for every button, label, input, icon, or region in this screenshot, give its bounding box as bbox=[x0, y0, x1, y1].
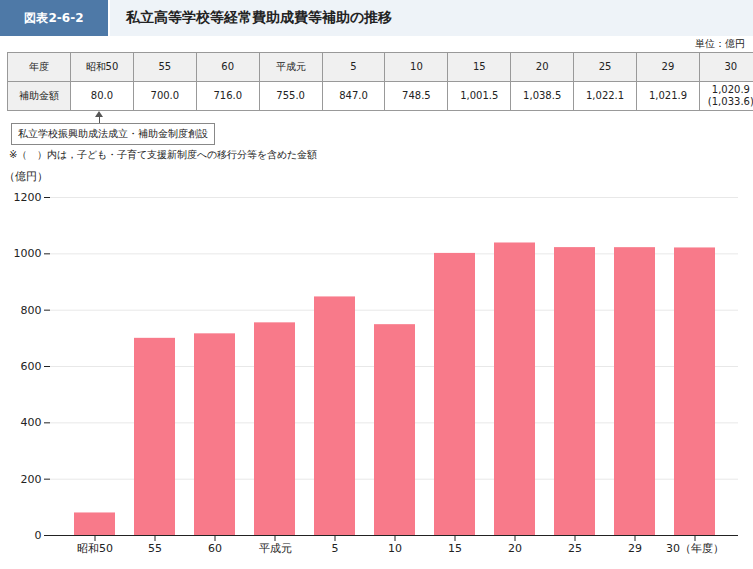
svg-text:400: 400 bbox=[21, 416, 42, 429]
html-text:1,001.5: 1,001.5 bbox=[460, 90, 499, 101]
svg-text:（億円）: （億円） bbox=[4, 170, 48, 183]
html-text:1,021.9: 1,021.9 bbox=[648, 90, 687, 101]
svg-text:25: 25 bbox=[568, 542, 582, 555]
html-text:748.5: 748.5 bbox=[402, 90, 431, 101]
html-text:80.0: 80.0 bbox=[90, 90, 114, 101]
svg-text:5: 5 bbox=[332, 542, 339, 555]
html-text:私立学校振興助成法成立・補助金制度創設: 私立学校振興助成法成立・補助金制度創設 bbox=[18, 128, 208, 139]
html-text:単位：億円: 単位：億円 bbox=[695, 38, 745, 49]
html-text:平成元: 平成元 bbox=[275, 61, 306, 72]
html-text:55: 55 bbox=[158, 61, 172, 72]
html-text:年度: 年度 bbox=[29, 61, 49, 72]
svg-text:55: 55 bbox=[148, 542, 162, 555]
svg-text:60: 60 bbox=[208, 542, 222, 555]
html-text:10: 10 bbox=[410, 61, 423, 72]
svg-text:昭和50: 昭和50 bbox=[77, 542, 113, 555]
svg-text:15: 15 bbox=[448, 542, 462, 555]
html-text:図表2-6-2: 図表2-6-2 bbox=[24, 10, 84, 25]
svg-text:1200: 1200 bbox=[14, 191, 42, 204]
html-text:補助金額: 補助金額 bbox=[19, 90, 59, 101]
html-text:700.0: 700.0 bbox=[150, 90, 180, 101]
svg-text:200: 200 bbox=[21, 473, 42, 486]
html-text:847.0: 847.0 bbox=[339, 90, 368, 101]
html-text:1,020.9 (1,033.6): 1,020.9 (1,033.6) bbox=[707, 84, 753, 107]
html-text:1,022.1: 1,022.1 bbox=[586, 90, 625, 101]
html-text:29: 29 bbox=[661, 61, 675, 72]
html-text:25: 25 bbox=[598, 61, 612, 72]
html-text:30: 30 bbox=[724, 61, 738, 72]
html-text:20: 20 bbox=[535, 61, 549, 72]
html-text:60: 60 bbox=[221, 61, 235, 72]
html-text:1,038.5: 1,038.5 bbox=[523, 90, 562, 101]
html-text:昭和50: 昭和50 bbox=[85, 61, 119, 72]
svg-text:30（年度）: 30（年度） bbox=[666, 542, 724, 555]
svg-text:平成元: 平成元 bbox=[259, 542, 292, 555]
svg-text:600: 600 bbox=[21, 360, 42, 373]
html-text:5: 5 bbox=[350, 61, 357, 72]
svg-text:0: 0 bbox=[35, 529, 42, 542]
svg-text:1000: 1000 bbox=[14, 247, 42, 260]
html-text:※（ ）内は，子ども・子育て支援新制度への移行分等を含めた金: ※（ ）内は，子ども・子育て支援新制度への移行分等を含めた金額 bbox=[9, 149, 318, 160]
html-text:私立高等学校等経常費助成費等補助の推移: 私立高等学校等経常費助成費等補助の推移 bbox=[126, 9, 392, 25]
svg-text:800: 800 bbox=[21, 304, 42, 317]
svg-text:20: 20 bbox=[508, 542, 522, 555]
svg-text:10: 10 bbox=[388, 542, 402, 555]
svg-text:29: 29 bbox=[628, 542, 642, 555]
html-text:15: 15 bbox=[472, 61, 486, 72]
html-text:755.0: 755.0 bbox=[276, 90, 305, 101]
html-text:716.0: 716.0 bbox=[213, 90, 242, 101]
